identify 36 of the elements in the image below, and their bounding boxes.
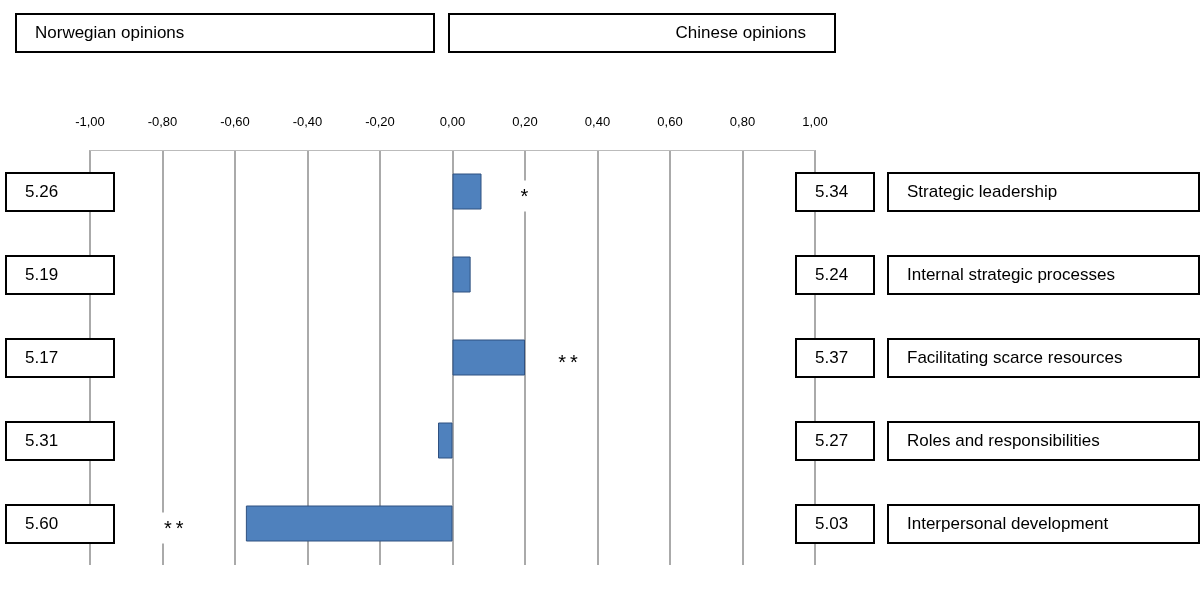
label-box: 5.27 (795, 420, 875, 461)
label-box: Internal strategic processes (887, 254, 1200, 295)
label-box: Strategic leadership (887, 171, 1200, 212)
bar (452, 339, 525, 376)
x-tick-label: -0,80 (147, 114, 178, 129)
x-tick-label: -1,00 (75, 114, 105, 129)
x-tick-label: -0,20 (365, 114, 395, 129)
x-tick-label: 0,40 (584, 114, 611, 129)
label-box: Interpersonal development (887, 503, 1200, 544)
label-box: 5.17 (5, 337, 115, 378)
label-box: 5.37 (795, 337, 875, 378)
x-tick-label: -0,40 (292, 114, 323, 129)
label-box: 5.31 (5, 420, 115, 461)
bar (245, 505, 453, 542)
x-tick-label: 0,00 (439, 114, 466, 129)
bar (438, 422, 453, 459)
label-box: Roles and responsibilities (887, 420, 1200, 461)
label-box: 5.03 (795, 503, 875, 544)
label-box: 5.60 (5, 503, 115, 544)
bar (452, 256, 471, 293)
annotation: ** (548, 346, 592, 377)
x-tick-label: 0,20 (512, 114, 538, 129)
x-tick-label: 0,60 (657, 114, 683, 129)
heading-box: Norwegian opinions (15, 13, 435, 53)
label-box: Facilitating scarce resources (887, 337, 1200, 378)
label-box: 5.34 (795, 171, 875, 212)
heading-box: Chinese opinions (448, 13, 836, 53)
annotation: ** (154, 512, 198, 543)
annotation: * (510, 180, 543, 211)
x-tick-label: 0,80 (729, 114, 756, 129)
x-tick-label: -0,60 (220, 114, 250, 129)
bar (452, 173, 482, 210)
label-box: 5.24 (795, 254, 875, 295)
label-box: 5.26 (5, 171, 115, 212)
label-box: 5.19 (5, 254, 115, 295)
x-tick-label: 1,00 (802, 114, 828, 129)
